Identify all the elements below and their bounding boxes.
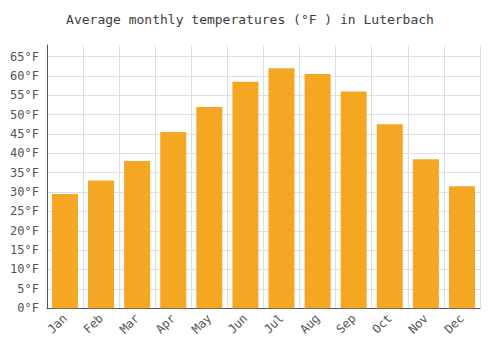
svg-text:0°F: 0°F (17, 301, 39, 315)
svg-text:May: May (189, 311, 214, 336)
svg-text:Apr: Apr (153, 311, 178, 336)
svg-text:35°F: 35°F (10, 166, 39, 180)
svg-text:20°F: 20°F (10, 224, 39, 238)
svg-text:Oct: Oct (370, 311, 395, 336)
svg-text:Dec: Dec (442, 311, 467, 336)
svg-text:25°F: 25°F (10, 204, 39, 218)
svg-text:15°F: 15°F (10, 243, 39, 257)
svg-text:Jan: Jan (45, 311, 70, 336)
svg-text:Mar: Mar (117, 311, 142, 336)
svg-text:55°F: 55°F (10, 88, 39, 102)
svg-text:50°F: 50°F (10, 108, 39, 122)
svg-text:Feb: Feb (81, 311, 106, 336)
svg-text:10°F: 10°F (10, 262, 39, 276)
svg-text:40°F: 40°F (10, 146, 39, 160)
svg-text:30°F: 30°F (10, 185, 39, 199)
svg-text:45°F: 45°F (10, 127, 39, 141)
svg-text:Average monthly temperatures (: Average monthly temperatures (°F ) in Lu… (66, 12, 434, 27)
svg-text:5°F: 5°F (17, 282, 39, 296)
svg-text:60°F: 60°F (10, 69, 39, 83)
svg-text:Jul: Jul (261, 311, 286, 336)
svg-text:Nov: Nov (406, 311, 431, 336)
svg-text:Jun: Jun (225, 311, 250, 336)
svg-text:65°F: 65°F (10, 50, 39, 64)
svg-text:Aug: Aug (297, 311, 322, 336)
svg-text:Sep: Sep (333, 311, 358, 336)
